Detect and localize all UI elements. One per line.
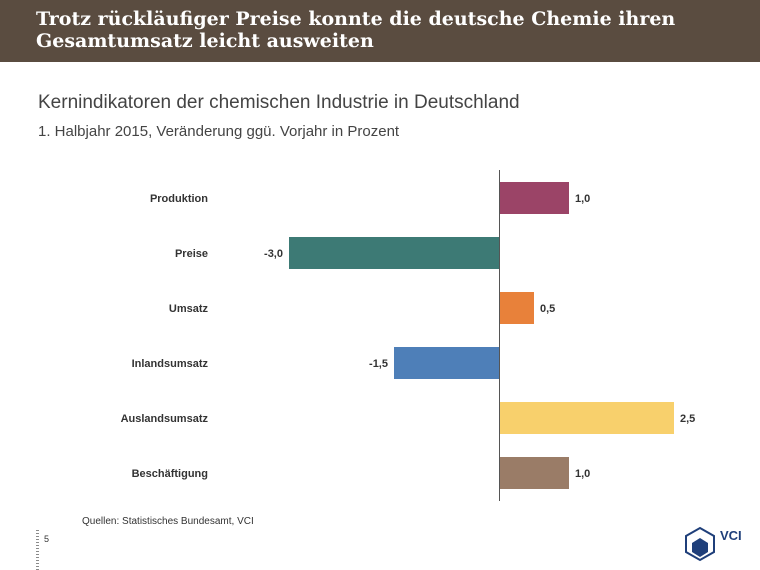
value-label: -3,0 [264,248,283,260]
category-label: Produktion [150,193,208,205]
page-marker-icon [36,530,39,570]
value-label: 2,5 [680,413,695,425]
logo-text: VCI [720,528,742,543]
category-label: Umsatz [169,303,209,315]
bar [499,457,569,489]
category-label: Auslandsumsatz [121,413,209,425]
category-label: Preise [175,248,208,260]
page-number-text: 5 [44,534,50,544]
value-label: 1,0 [575,468,590,480]
source-note: Quellen: Statistisches Bundesamt, VCI [82,516,254,527]
page-number: 5 [36,530,50,570]
bar [499,402,674,434]
value-label: 0,5 [540,303,555,315]
value-label: 1,0 [575,193,590,205]
bar [499,182,569,214]
bar [289,237,499,269]
banner-title: Trotz rückläufiger Preise konnte die deu… [36,8,676,52]
bar-chart: Produktion 1,0 Preise -3,0 Umsatz 0,5 Inlandsu… [121,170,695,501]
chart-subtitle: 1. Halbjahr 2015, Veränderung ggü. Vorja… [38,123,400,140]
hexagon-logo-icon [685,526,715,562]
category-label: Inlandsumsatz [132,358,209,370]
category-label: Beschäftigung [132,468,208,480]
chart-title: Kernindikatoren der chemischen Industrie… [38,92,520,113]
bar [394,347,499,379]
value-label: -1,5 [369,358,388,370]
vci-logo: VCI [684,526,742,564]
bar [499,292,534,324]
header-banner: Trotz rückläufiger Preise konnte die deu… [0,0,760,62]
